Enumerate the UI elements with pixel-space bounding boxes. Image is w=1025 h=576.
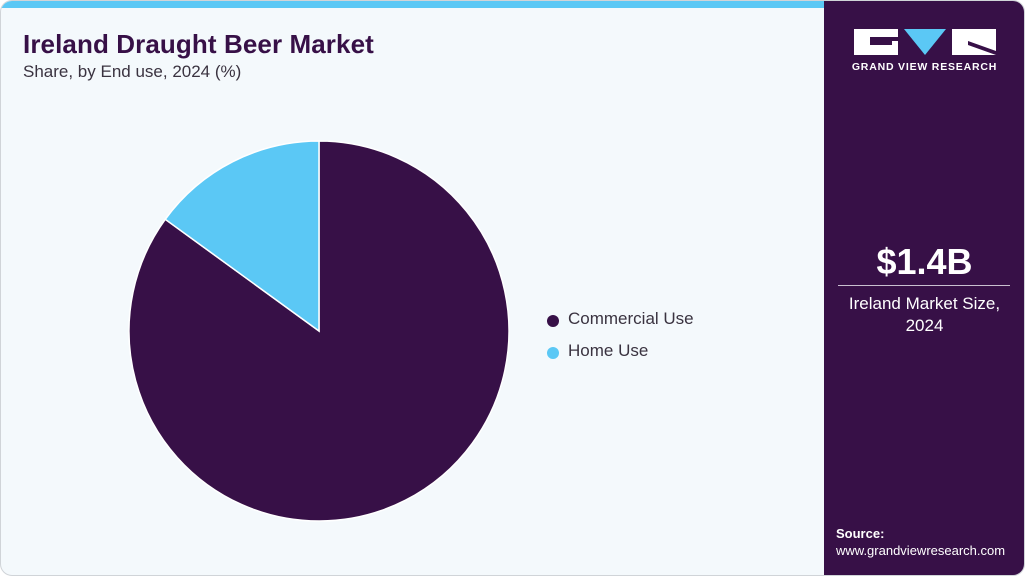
legend-item-home-use: Home Use — [547, 335, 694, 367]
chart-legend: Commercial Use Home Use — [547, 303, 694, 367]
pie-chart — [128, 140, 510, 522]
legend-item-commercial-use: Commercial Use — [547, 303, 694, 335]
accent-bar — [1, 1, 824, 8]
source-link[interactable]: www.grandviewresearch.com — [836, 543, 1006, 558]
chart-title: Ireland Draught Beer Market — [23, 29, 374, 59]
pie-slice-home-use — [164, 140, 320, 333]
legend-swatch — [547, 314, 559, 327]
brand-name: GRAND VIEW RESEARCH — [851, 61, 998, 73]
legend-swatch — [547, 346, 559, 359]
source-heading: Source: — [836, 526, 885, 541]
chart-subtitle: Share, by End use, 2024 (%) — [23, 62, 242, 81]
market-size-label-line2: 2024 — [905, 316, 944, 335]
legend-label: Commercial Use — [568, 309, 694, 328]
divider — [838, 285, 1010, 286]
market-size-label-line1: Ireland Market Size, — [848, 294, 1001, 313]
info-sidebar: GRAND VIEW RESEARCH $1.4B Ireland Market… — [824, 1, 1024, 575]
legend-label: Home Use — [568, 341, 649, 360]
gvr-logo-icon — [854, 29, 996, 55]
market-size-value: $1.4B — [876, 241, 973, 282]
market-size-label: Ireland Market Size, 2024 — [824, 293, 1024, 337]
